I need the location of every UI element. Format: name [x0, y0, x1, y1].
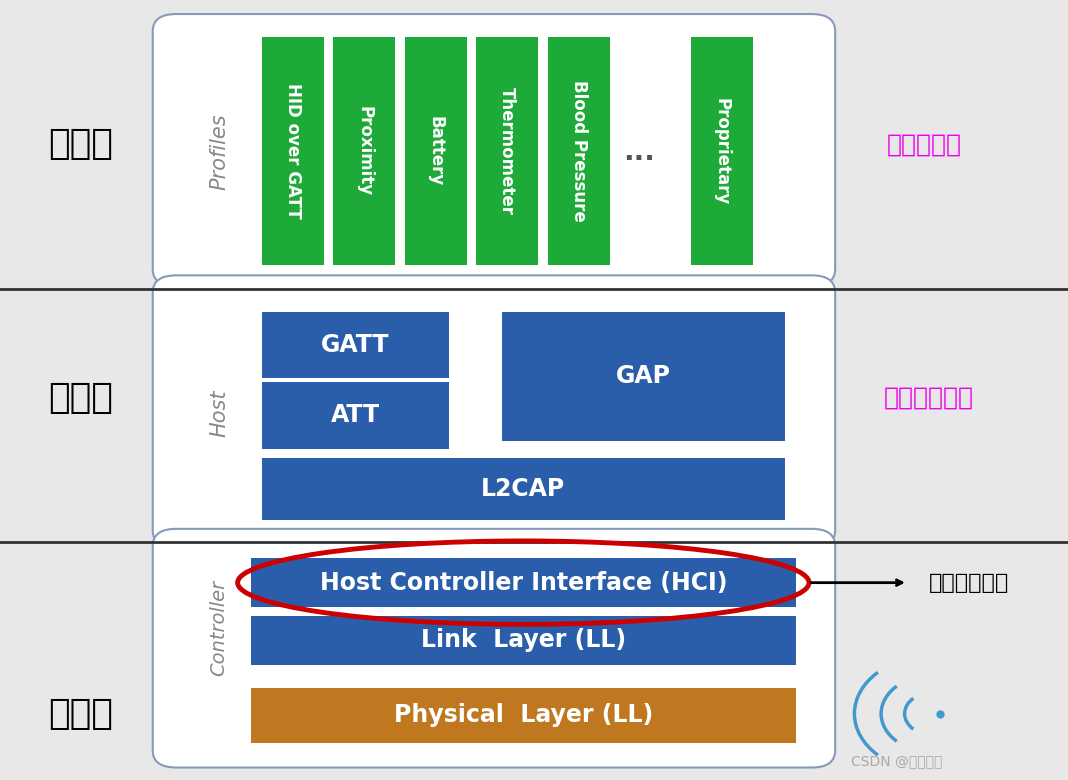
Text: 主机控制接口: 主机控制接口: [929, 573, 1009, 593]
Text: 芯片厂商负责: 芯片厂商负责: [884, 386, 974, 410]
Bar: [262, 382, 449, 448]
Text: Blood Pressure: Blood Pressure: [570, 80, 587, 222]
Text: 应用层: 应用层: [48, 127, 112, 161]
Text: 协议栈: 协议栈: [48, 381, 112, 415]
Bar: [405, 37, 467, 265]
Text: ...: ...: [623, 138, 655, 166]
Bar: [262, 458, 785, 520]
Text: Profiles: Profiles: [209, 114, 229, 190]
Bar: [251, 558, 796, 607]
Text: CSDN @鹫燕凤凰: CSDN @鹫燕凤凰: [851, 754, 943, 768]
Bar: [691, 37, 753, 265]
Text: Host: Host: [209, 390, 229, 437]
Text: Proximity: Proximity: [356, 106, 373, 197]
Bar: [251, 616, 796, 665]
Text: Link  Layer (LL): Link Layer (LL): [421, 629, 626, 652]
FancyBboxPatch shape: [153, 529, 835, 768]
Text: Battery: Battery: [427, 116, 444, 186]
FancyBboxPatch shape: [153, 275, 835, 548]
Bar: [262, 37, 324, 265]
Bar: [502, 312, 785, 441]
Text: Host Controller Interface (HCI): Host Controller Interface (HCI): [319, 571, 727, 594]
Text: Controller: Controller: [209, 580, 229, 676]
Text: 物理层: 物理层: [48, 697, 112, 731]
Bar: [333, 37, 395, 265]
Text: L2CAP: L2CAP: [482, 477, 565, 501]
Text: GAP: GAP: [616, 364, 671, 388]
Text: Physical  Layer (LL): Physical Layer (LL): [394, 704, 653, 727]
Text: 开发者关注: 开发者关注: [886, 133, 961, 156]
Text: GATT: GATT: [320, 333, 390, 357]
Bar: [251, 688, 796, 743]
Bar: [476, 37, 538, 265]
Text: Thermometer: Thermometer: [499, 87, 516, 215]
Bar: [548, 37, 610, 265]
Bar: [262, 312, 449, 378]
Text: Proprietary: Proprietary: [713, 98, 731, 205]
Text: HID over GATT: HID over GATT: [284, 83, 301, 219]
FancyBboxPatch shape: [153, 14, 835, 286]
Text: ATT: ATT: [331, 403, 379, 427]
